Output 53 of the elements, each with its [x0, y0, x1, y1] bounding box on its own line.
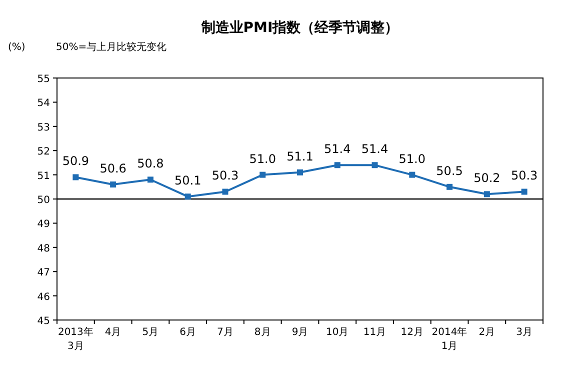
data-label: 51.4: [361, 142, 388, 156]
y-tick-label: 55: [37, 74, 50, 85]
data-label: 51.1: [286, 149, 314, 164]
point: [446, 184, 453, 190]
point: [372, 162, 378, 168]
data-label: 50.6: [100, 161, 126, 176]
point: [297, 169, 303, 176]
y-tick-label: 51: [37, 170, 50, 182]
point: [521, 188, 528, 195]
point: [484, 191, 490, 198]
point: [222, 188, 228, 195]
data-label: 50.8: [137, 156, 164, 171]
x-tick-label: 2013年 3月: [58, 326, 94, 352]
x-tick-label: 5月: [142, 327, 159, 338]
x-tick-label: 9月: [292, 327, 308, 338]
y-tick-label: 53: [37, 122, 50, 134]
data-label: 50.5: [436, 164, 463, 178]
y-tick-label: 47: [37, 268, 50, 279]
y-tick-label: 52: [37, 146, 50, 158]
chart-title: 制造业PMI指数（经季节调整）: [200, 19, 399, 36]
y-tick-label: 54: [37, 98, 50, 110]
point: [184, 194, 191, 200]
data-label: 51.0: [249, 152, 276, 166]
y-tick-label: 46: [37, 292, 50, 303]
x-tick-label: 11月: [363, 327, 386, 338]
y-tick-label: 49: [37, 219, 50, 230]
x-tick-label: 6月: [180, 327, 196, 338]
data-label: 50.9: [62, 154, 90, 168]
data-label: 51.0: [398, 152, 426, 166]
data-label: 50.3: [212, 168, 239, 183]
y-axis-title: (%): [8, 42, 26, 53]
point: [260, 172, 266, 178]
data-label: 50.1: [174, 174, 202, 188]
data-label: 50.3: [510, 168, 538, 183]
y-tick-label: 48: [37, 243, 50, 254]
x-tick-label: 3月: [516, 327, 532, 338]
data-label: 51.4: [324, 142, 351, 156]
data-label: 50.2: [474, 171, 500, 186]
point: [409, 172, 416, 178]
x-tick-label: 4月: [104, 327, 122, 338]
point: [147, 176, 154, 183]
text: 50%=与上月比较无变化: [56, 41, 167, 53]
x-tick-label: 8月: [254, 327, 271, 338]
x-tick-label: 12月: [400, 327, 424, 338]
point: [334, 162, 340, 168]
x-tick-label: 2014年 1月: [432, 326, 468, 352]
y-tick-label: 45: [37, 316, 50, 327]
x-tick-label: 7月: [217, 327, 234, 338]
y-tick-label: 50: [37, 195, 50, 206]
x-tick-label: 2月: [478, 327, 496, 338]
x-tick-label: 10月: [326, 327, 349, 338]
point: [72, 174, 79, 180]
point: [110, 181, 116, 188]
